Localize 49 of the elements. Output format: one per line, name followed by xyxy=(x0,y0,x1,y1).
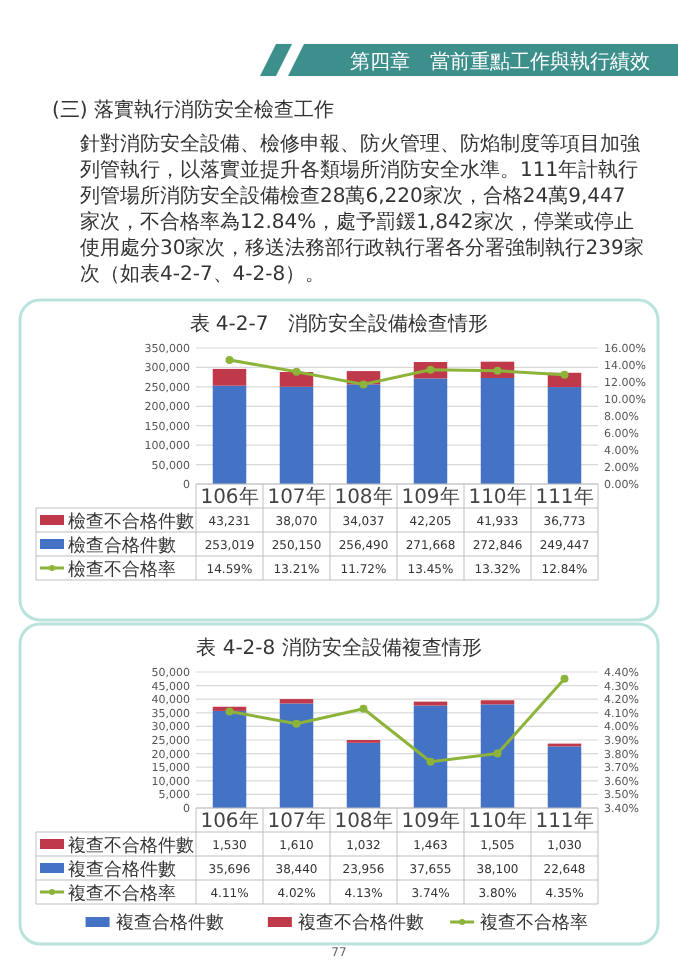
text: 複查不合格率 xyxy=(480,914,589,934)
legend-label: 複查不合格率 xyxy=(68,883,176,905)
point xyxy=(225,707,234,716)
x-tick-label: 107年 xyxy=(267,485,326,509)
x-tick-label: 111年 xyxy=(535,809,594,833)
x-tick-label: 109年 xyxy=(401,485,460,509)
chart-title: 表 4-2-7 消防安全設備檢查情形 xyxy=(189,312,489,336)
bar xyxy=(279,703,314,808)
text: 第四章 當前重點工作與執行績效 xyxy=(350,50,650,74)
bar xyxy=(480,704,515,808)
legend-label: 複查合格件數 xyxy=(68,859,176,881)
point xyxy=(560,370,569,379)
legend-label: 檢查不合格率 xyxy=(68,559,176,581)
bar xyxy=(212,368,247,386)
x-tick-label: 107年 xyxy=(267,809,326,833)
legend-label: 檢查不合格件數 xyxy=(68,511,194,533)
text: (三) 落實執行消防安全檢查工作 xyxy=(52,98,334,122)
bar xyxy=(480,377,515,484)
x-tick-label: 108年 xyxy=(334,485,393,509)
legend-label: 檢查合格件數 xyxy=(68,535,176,557)
bar xyxy=(346,742,381,808)
text: 針對消防安全設備、檢修申報、防火管理、防焰制度等項目加強列管執行，以落實並提升各類場所消防安全水準。111年計執行列管場所消防安全設備檢查28萬6,220家次，合格24萬9,447家次，不合格率為12.84%，處予罰鍰1,842家次，停業或停止使用處分30家次，移送法務部行政執行署各分署強制執行239家次（如表4-2-7、4-2-8）。 xyxy=(80,132,644,286)
x-tick-label: 106年 xyxy=(200,809,259,833)
bar xyxy=(547,387,582,484)
x-tick-label: 108年 xyxy=(334,809,393,833)
bar xyxy=(346,384,381,484)
bar xyxy=(212,385,247,484)
x-tick-label: 110年 xyxy=(468,809,527,833)
point xyxy=(292,367,301,376)
point xyxy=(560,674,569,683)
text: 複查不合格件數 xyxy=(297,914,424,934)
point xyxy=(493,749,502,758)
chart-title: 表 4-2-8 消防安全設備複查情形 xyxy=(196,636,482,660)
point xyxy=(426,757,435,766)
bar xyxy=(279,386,314,484)
bar xyxy=(547,746,582,808)
point xyxy=(359,704,368,713)
x-tick-label: 109年 xyxy=(401,809,460,833)
bar xyxy=(413,378,448,484)
point xyxy=(225,355,234,364)
x-tick-label: 106年 xyxy=(200,485,259,509)
point xyxy=(359,380,368,389)
bar xyxy=(212,710,247,808)
point xyxy=(292,719,301,728)
legend-label: 複查不合格件數 xyxy=(68,835,194,857)
x-tick-label: 110年 xyxy=(468,485,527,509)
x-tick-label: 111年 xyxy=(535,485,594,509)
bar xyxy=(413,705,448,808)
text: 複查合格件數 xyxy=(115,914,224,934)
